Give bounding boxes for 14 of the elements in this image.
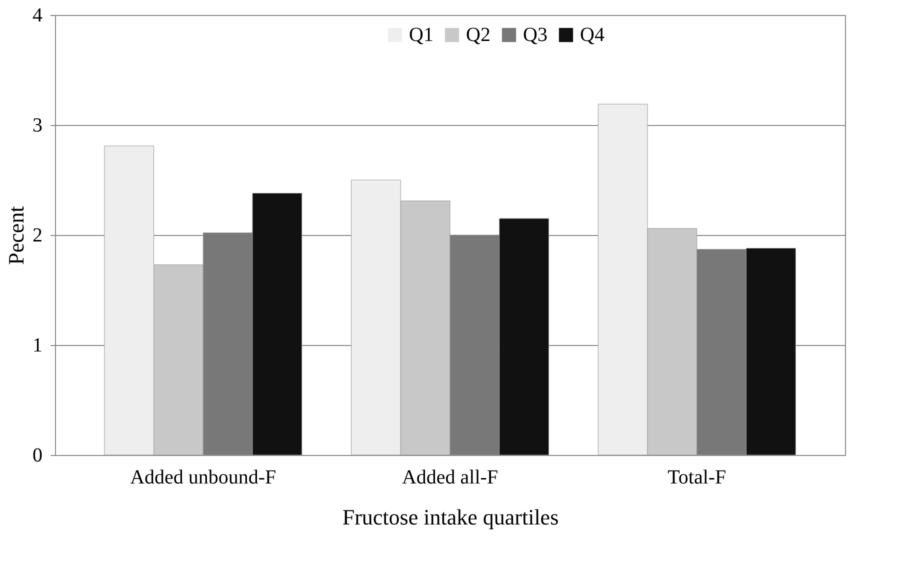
legend-label: Q3	[523, 24, 548, 46]
x-tick-label: Added unbound-F	[130, 466, 276, 488]
y-tick-label: 2	[32, 224, 42, 246]
y-tick-label: 1	[32, 334, 42, 356]
legend-label: Q1	[409, 24, 434, 46]
legend-label: Q2	[466, 24, 490, 46]
x-tick-label: Added all-F	[402, 466, 498, 488]
y-tick-label: 0	[32, 444, 42, 466]
x-tick-label: Total-F	[668, 466, 726, 488]
legend-label: Q4	[580, 24, 604, 46]
y-axis-title: Pecent	[4, 206, 28, 265]
y-tick-label: 3	[32, 114, 42, 136]
x-axis-title: Fructose intake quartiles	[342, 504, 559, 530]
y-tick-label: 4	[32, 4, 42, 26]
